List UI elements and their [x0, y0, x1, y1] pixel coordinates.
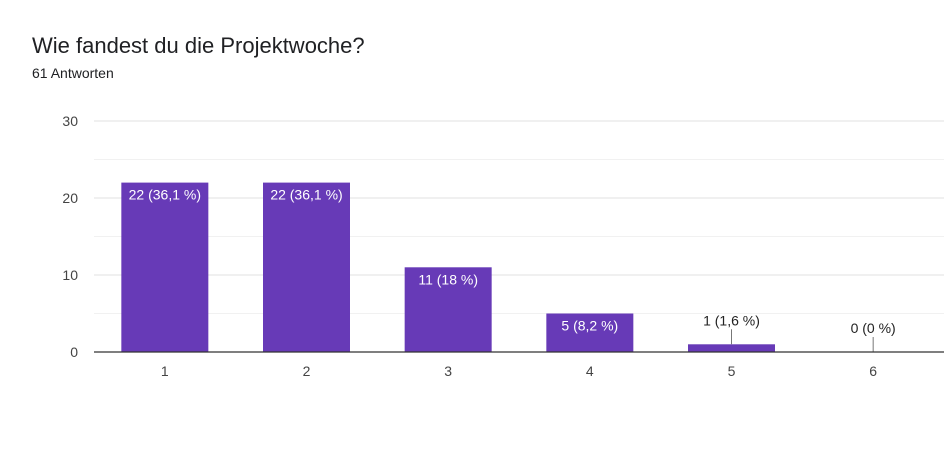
data-label: 22 (36,1 %): [270, 187, 342, 203]
bar: [263, 182, 350, 352]
data-label: 11 (18 %): [418, 271, 478, 287]
data-label: 5 (8,2 %): [561, 318, 618, 334]
x-tick-label: 6: [869, 363, 877, 379]
bar: [121, 182, 209, 352]
x-tick-label: 1: [161, 363, 169, 379]
data-label: 22 (36,1 %): [129, 187, 201, 203]
bar: [546, 313, 634, 352]
y-tick-label: 20: [62, 190, 78, 206]
data-label: 0 (0 %): [851, 320, 896, 336]
chart-title: Wie fandest du die Projektwoche?: [32, 33, 365, 58]
x-tick-label: 5: [728, 363, 736, 379]
y-tick-label: 10: [62, 267, 78, 283]
response-count: 61 Antworten: [32, 65, 114, 81]
bar: [688, 344, 775, 352]
bar: [404, 267, 492, 352]
y-tick-label: 0: [70, 344, 78, 360]
data-label: 1 (1,6 %): [703, 312, 760, 328]
y-tick-label: 30: [62, 113, 78, 129]
x-tick-label: 4: [586, 363, 594, 379]
x-tick-label: 3: [444, 363, 452, 379]
x-tick-label: 2: [303, 363, 311, 379]
